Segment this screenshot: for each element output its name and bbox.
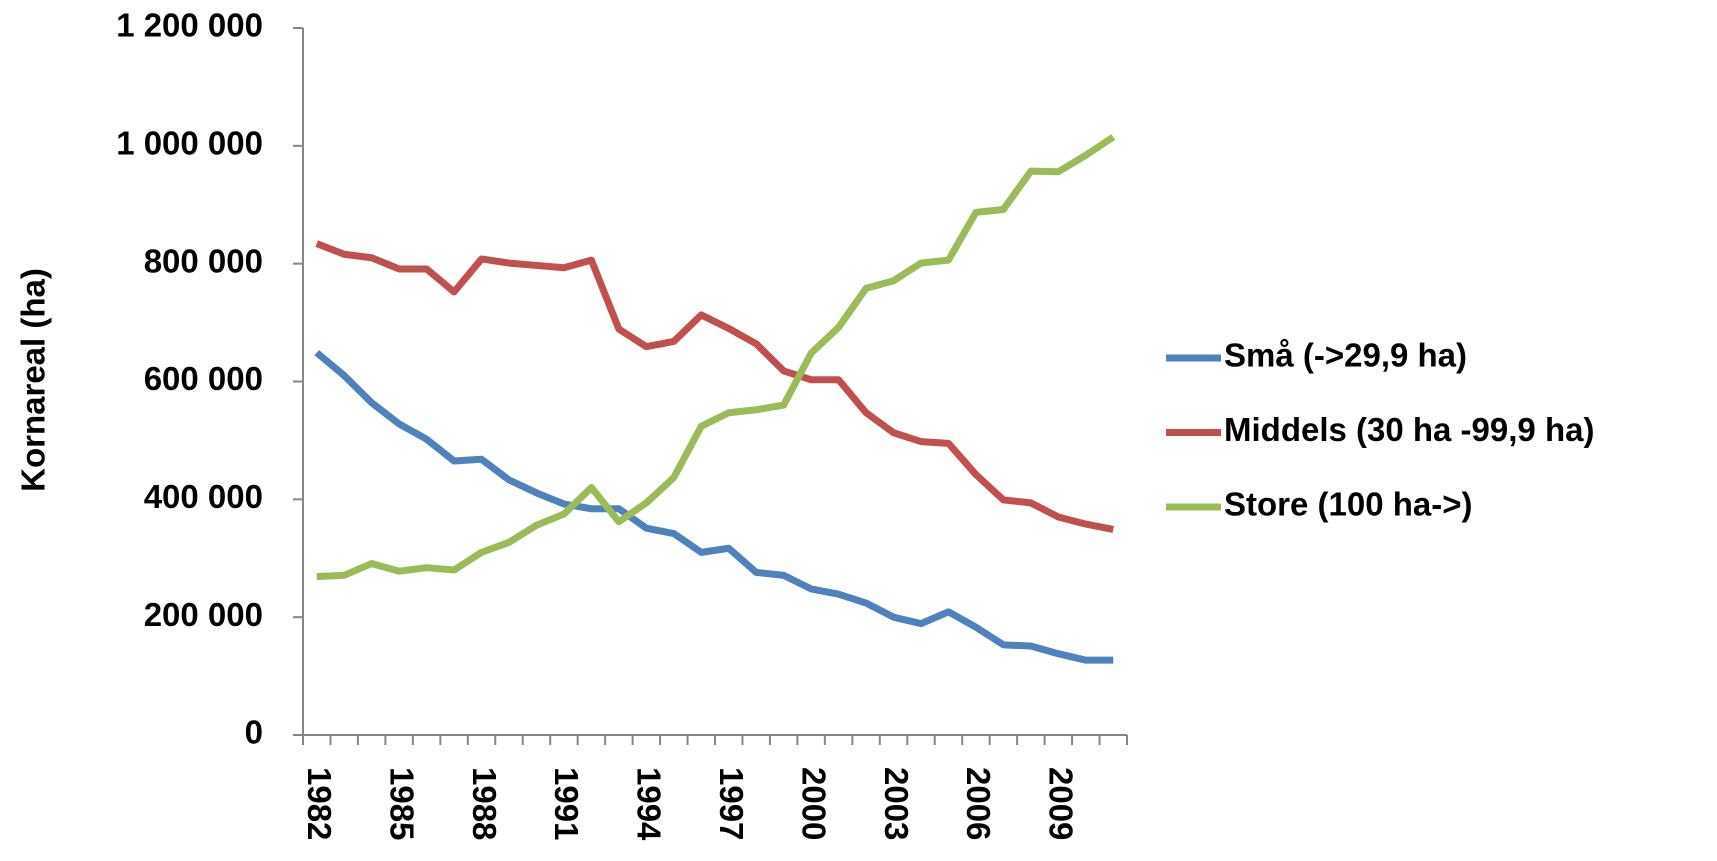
y-tick-label: 1 000 000 (116, 125, 263, 162)
x-tick-label: 1982 (301, 767, 338, 840)
line-series (316, 134, 1116, 581)
y-tick-label: 400 000 (144, 478, 263, 515)
x-tick-label: 2003 (878, 767, 915, 840)
x-tick-label: 2000 (795, 767, 832, 840)
x-tick-label: 1985 (383, 767, 420, 840)
x-tick-label: 2006 (960, 767, 997, 840)
y-axis-label: Kornareal (ha) (15, 268, 52, 492)
line-series (315, 240, 1114, 533)
y-tick-label: 0 (245, 714, 263, 751)
x-tick-label: 2009 (1043, 767, 1080, 840)
x-tick-label: 1994 (631, 767, 668, 841)
y-tick-label: 200 000 (144, 596, 263, 633)
legend-label: Små (->29,9 ha) (1224, 337, 1467, 374)
y-tick-label: 800 000 (144, 242, 263, 279)
x-tick-label: 1988 (466, 767, 503, 840)
line-series (314, 349, 1114, 664)
x-tick-label: 1997 (713, 767, 750, 840)
y-tick-label: 600 000 (144, 360, 263, 397)
x-tick-label: 1991 (548, 767, 585, 840)
y-tick-label: 1 200 000 (116, 7, 263, 44)
legend-label: Store (100 ha->) (1224, 486, 1473, 523)
legend-label: Middels (30 ha -99,9 ha) (1224, 411, 1594, 448)
